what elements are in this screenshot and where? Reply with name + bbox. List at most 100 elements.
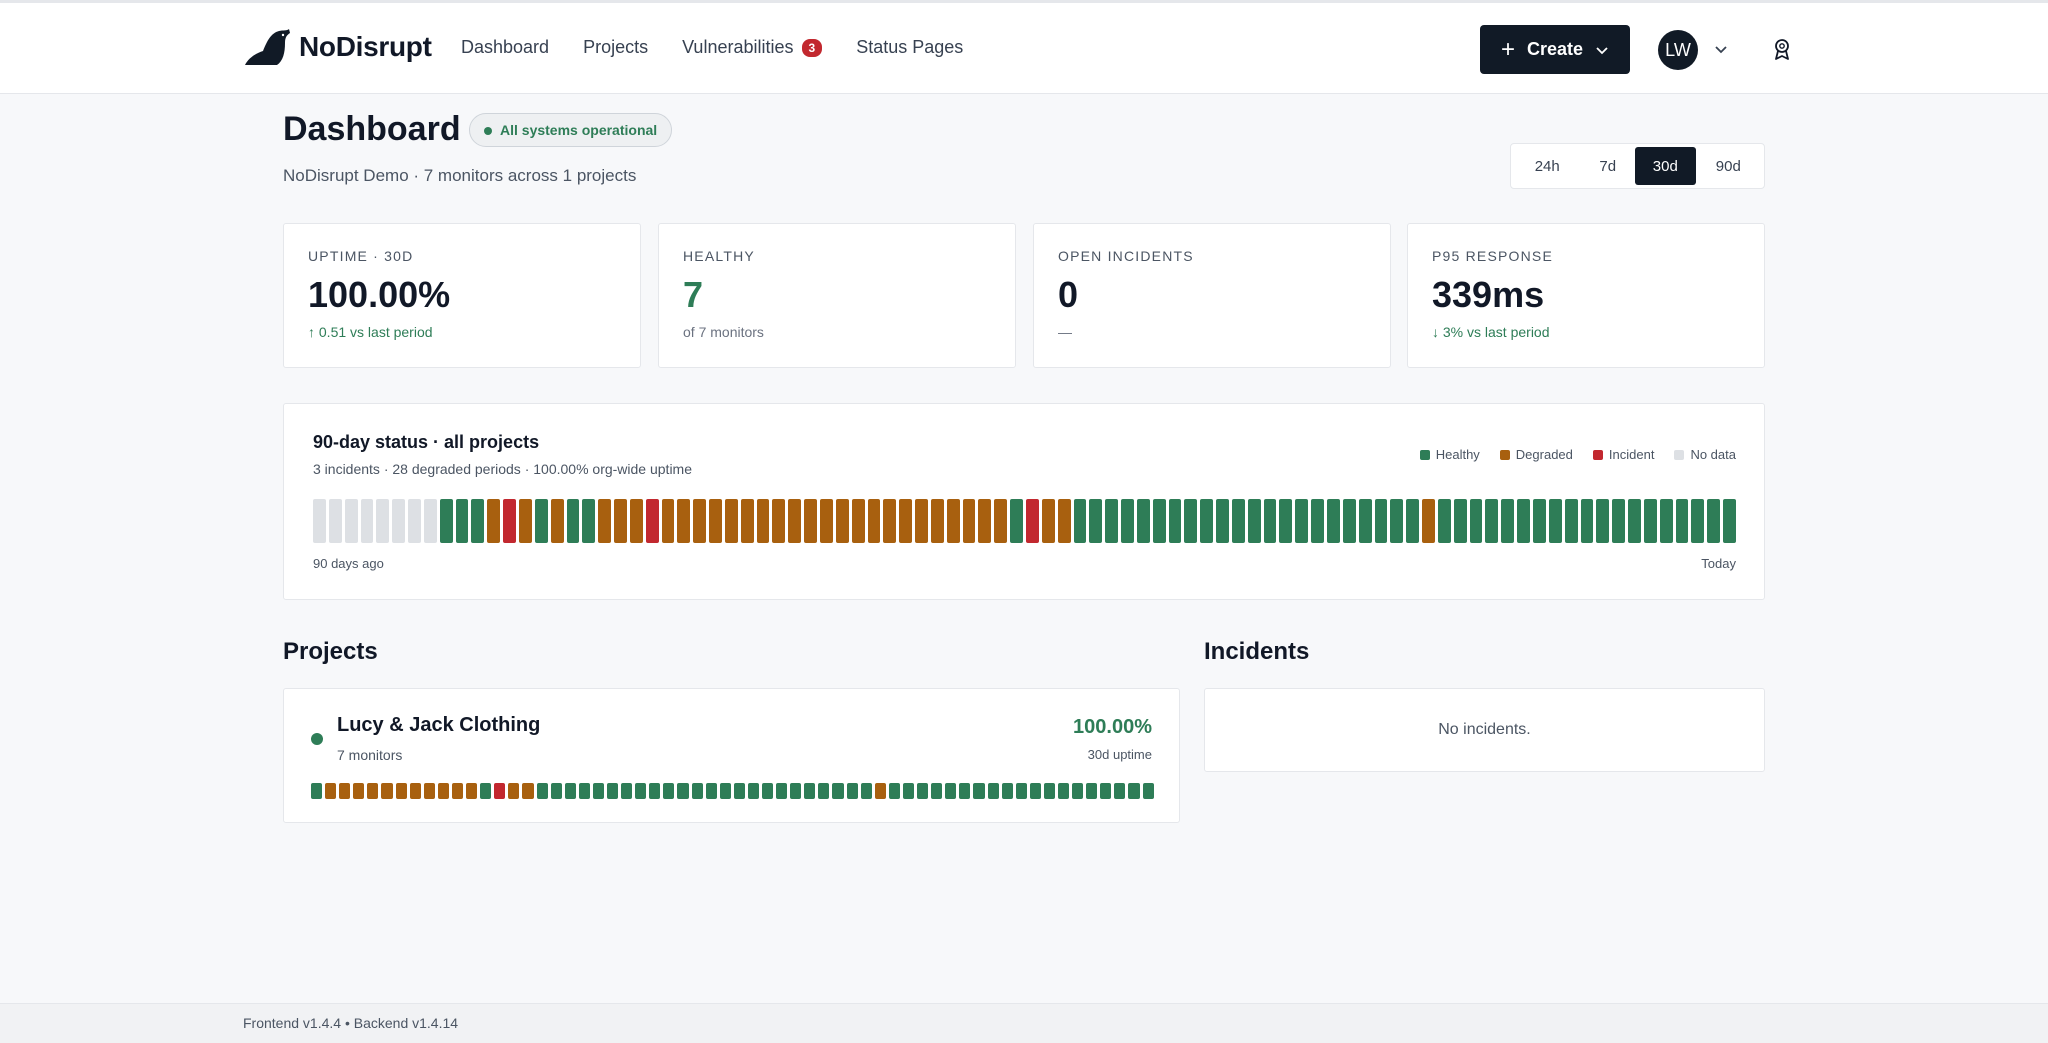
day-bar-healthy[interactable]	[1342, 499, 1356, 543]
day-bar-healthy[interactable]	[606, 783, 619, 799]
day-bar-healthy[interactable]	[1406, 499, 1420, 543]
brand-logo-link[interactable]: NoDisrupt	[243, 25, 432, 69]
day-bar-degraded[interactable]	[508, 783, 520, 799]
day-bar-healthy[interactable]	[945, 783, 957, 799]
day-bar-healthy[interactable]	[1295, 499, 1309, 543]
range-24h-button[interactable]: 24h	[1534, 157, 1560, 175]
day-bar-degraded[interactable]	[1041, 499, 1055, 543]
day-bar-incident[interactable]	[1025, 499, 1039, 543]
day-bar-no-data[interactable]	[423, 499, 437, 543]
day-bar-healthy[interactable]	[1659, 499, 1673, 543]
day-bar-healthy[interactable]	[311, 783, 323, 799]
day-bar-healthy[interactable]	[1596, 499, 1610, 543]
day-bar-degraded[interactable]	[629, 499, 643, 543]
day-bar-healthy[interactable]	[439, 499, 453, 543]
day-bar-healthy[interactable]	[471, 499, 485, 543]
day-bar-healthy[interactable]	[846, 783, 858, 799]
day-bar-degraded[interactable]	[930, 499, 944, 543]
day-bar-degraded[interactable]	[946, 499, 960, 543]
day-bar-healthy[interactable]	[733, 783, 745, 799]
day-bar-degraded[interactable]	[994, 499, 1008, 543]
project-card-lucy-jack[interactable]: Lucy & Jack Clothing 7 monitors 100.00% …	[283, 688, 1180, 823]
day-bar-healthy[interactable]	[1564, 499, 1578, 543]
day-bar-no-data[interactable]	[408, 499, 421, 543]
day-bar-healthy[interactable]	[1105, 499, 1119, 543]
day-bar-healthy[interactable]	[1057, 783, 1070, 799]
day-bar-healthy[interactable]	[1073, 499, 1087, 543]
day-bar-healthy[interactable]	[536, 783, 548, 799]
day-bar-degraded[interactable]	[1057, 499, 1071, 543]
range-7d-button[interactable]: 7d	[1599, 157, 1617, 175]
day-bar-degraded[interactable]	[451, 783, 464, 799]
day-bar-degraded[interactable]	[915, 499, 928, 543]
day-bar-degraded[interactable]	[598, 499, 612, 543]
day-bar-healthy[interactable]	[1358, 499, 1372, 543]
day-bar-degraded[interactable]	[325, 783, 337, 799]
day-bar-healthy[interactable]	[1437, 499, 1451, 543]
day-bar-healthy[interactable]	[860, 783, 872, 799]
day-bar-no-data[interactable]	[376, 499, 390, 543]
day-bar-degraded[interactable]	[466, 783, 478, 799]
day-bar-healthy[interactable]	[1029, 783, 1041, 799]
day-bar-healthy[interactable]	[832, 783, 844, 799]
day-bar-degraded[interactable]	[709, 499, 722, 543]
day-bar-healthy[interactable]	[1001, 783, 1013, 799]
day-bar-healthy[interactable]	[1231, 499, 1245, 543]
day-bar-healthy[interactable]	[818, 783, 830, 799]
day-bar-degraded[interactable]	[437, 783, 449, 799]
day-bar-degraded[interactable]	[978, 499, 992, 543]
day-bar-healthy[interactable]	[1453, 499, 1467, 543]
day-bar-healthy[interactable]	[973, 783, 985, 799]
nav-vulnerabilities[interactable]: Vulnerabilities 3	[682, 37, 823, 58]
range-30d-button[interactable]: 30d	[1635, 147, 1696, 185]
day-bar-degraded[interactable]	[740, 499, 754, 543]
user-menu-chevron-icon[interactable]	[1713, 41, 1729, 57]
day-bar-healthy[interactable]	[1100, 783, 1112, 799]
day-bar-healthy[interactable]	[762, 783, 774, 799]
day-bar-degraded[interactable]	[1422, 499, 1435, 543]
day-bar-healthy[interactable]	[1390, 499, 1404, 543]
day-bar-healthy[interactable]	[804, 783, 816, 799]
award-badge-icon[interactable]	[1772, 37, 1792, 61]
day-bar-healthy[interactable]	[1263, 499, 1277, 543]
day-bar-degraded[interactable]	[367, 783, 379, 799]
day-bar-healthy[interactable]	[1469, 499, 1483, 543]
day-bar-healthy[interactable]	[1580, 499, 1594, 543]
day-bar-degraded[interactable]	[522, 783, 534, 799]
day-bar-healthy[interactable]	[1010, 499, 1023, 543]
range-90d-button[interactable]: 90d	[1715, 157, 1741, 175]
day-bar-healthy[interactable]	[790, 783, 802, 799]
day-bar-healthy[interactable]	[1015, 783, 1027, 799]
day-bar-healthy[interactable]	[1152, 499, 1166, 543]
day-bar-healthy[interactable]	[705, 783, 717, 799]
day-bar-degraded[interactable]	[339, 783, 351, 799]
day-bar-healthy[interactable]	[1043, 783, 1055, 799]
day-bar-healthy[interactable]	[888, 783, 900, 799]
day-bar-healthy[interactable]	[931, 783, 943, 799]
day-bar-healthy[interactable]	[1114, 783, 1126, 799]
day-bar-degraded[interactable]	[883, 499, 897, 543]
user-avatar[interactable]: LW	[1658, 30, 1698, 70]
day-bar-healthy[interactable]	[480, 783, 492, 799]
nav-projects[interactable]: Projects	[583, 37, 648, 58]
day-bar-degraded[interactable]	[851, 499, 865, 543]
day-bar-healthy[interactable]	[1707, 499, 1721, 543]
day-bar-healthy[interactable]	[1374, 499, 1388, 543]
day-bar-healthy[interactable]	[987, 783, 999, 799]
day-bar-degraded[interactable]	[835, 499, 849, 543]
day-bar-degraded[interactable]	[874, 783, 886, 799]
day-bar-healthy[interactable]	[691, 783, 703, 799]
day-bar-degraded[interactable]	[756, 499, 770, 543]
day-bar-incident[interactable]	[494, 783, 506, 799]
day-bar-healthy[interactable]	[1517, 499, 1530, 543]
nav-status-pages[interactable]: Status Pages	[856, 37, 963, 58]
day-bar-healthy[interactable]	[592, 783, 604, 799]
day-bar-healthy[interactable]	[1121, 499, 1134, 543]
day-bar-healthy[interactable]	[1501, 499, 1515, 543]
day-bar-healthy[interactable]	[1327, 499, 1340, 543]
day-bar-healthy[interactable]	[578, 783, 590, 799]
day-bar-healthy[interactable]	[1612, 499, 1626, 543]
day-bar-healthy[interactable]	[663, 783, 675, 799]
day-bar-healthy[interactable]	[677, 783, 689, 799]
day-bar-healthy[interactable]	[534, 499, 548, 543]
